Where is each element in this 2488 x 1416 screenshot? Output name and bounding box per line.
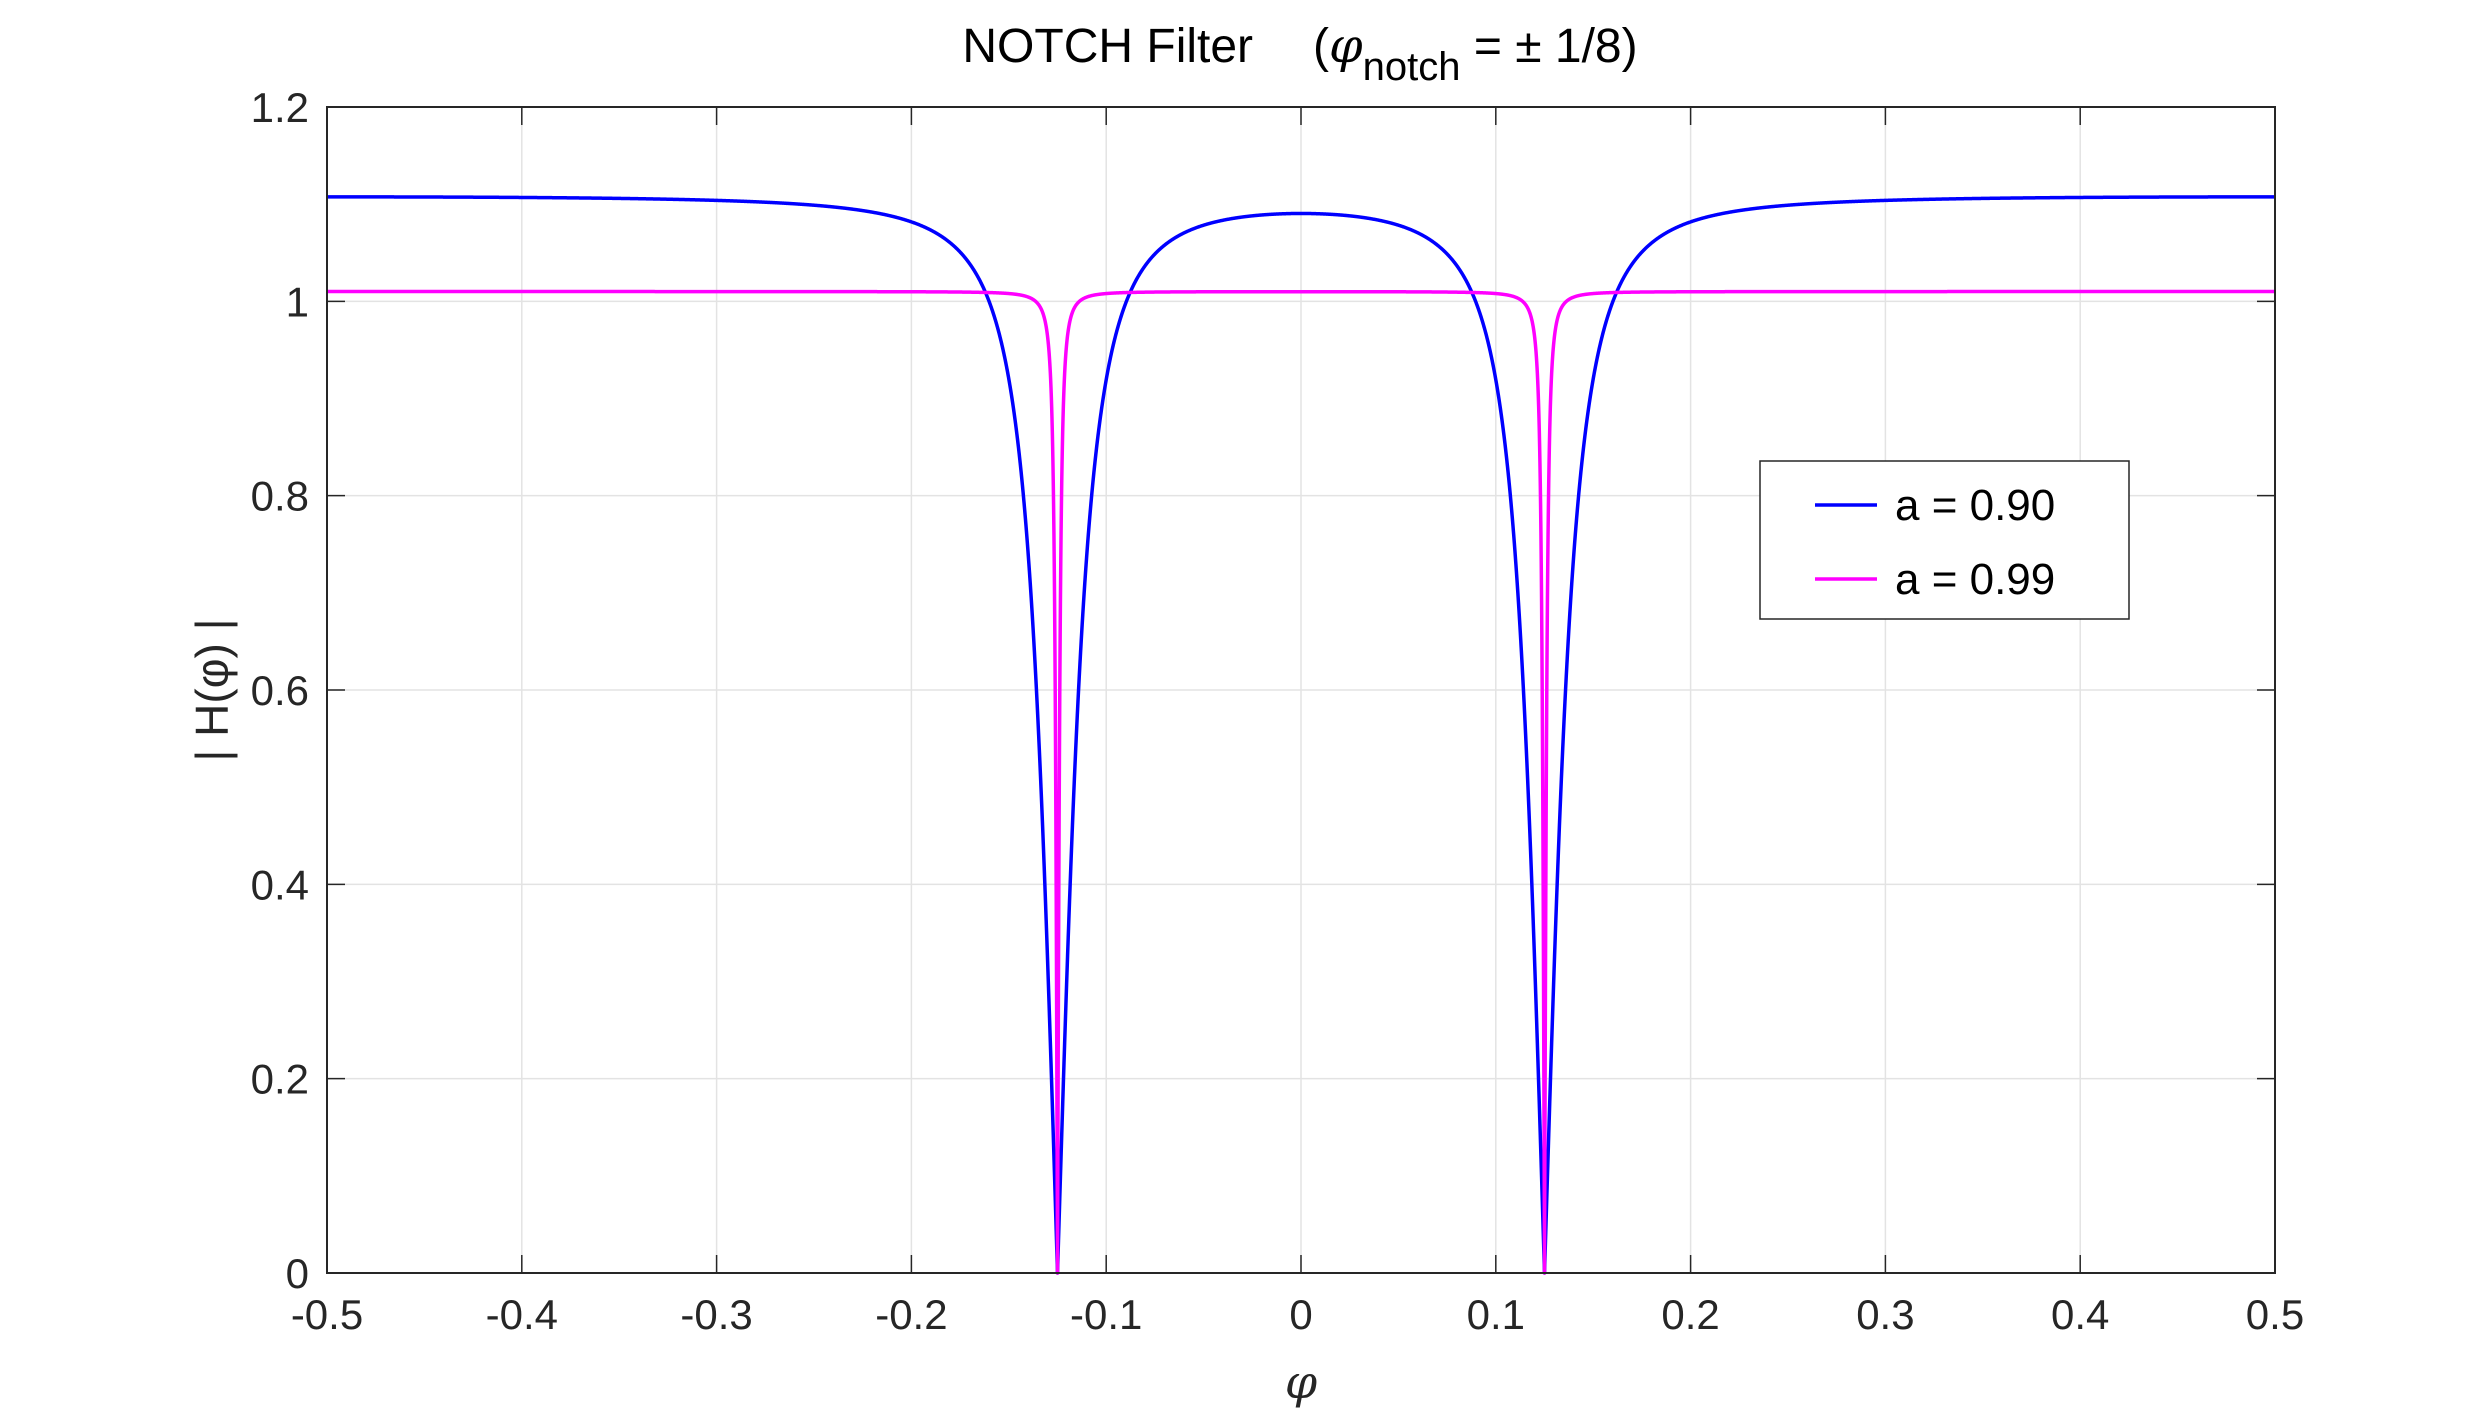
- axis-ticks: -0.5 -0.4 -0.3 -0.2 -0.1 0 0.1 0.2 0.3 0.4 0.5 0 0.2…: [251, 84, 2305, 1338]
- y-tick-label: 0: [286, 1250, 309, 1297]
- series-lines: [325, 195, 2277, 1275]
- x-tick-label: -0.3: [680, 1291, 752, 1338]
- x-tick-label: 0.5: [2246, 1291, 2304, 1338]
- legend-label-a099: a = 0.99: [1895, 555, 2055, 604]
- y-tick-label: 0.6: [251, 667, 309, 714]
- x-tick-label: 0.3: [1856, 1291, 1914, 1338]
- title-phi: φ: [1329, 18, 1363, 74]
- y-tick-label: 1: [286, 278, 309, 325]
- y-tick-label: 1.2: [251, 84, 309, 131]
- y-tick-label: 0.4: [251, 861, 309, 908]
- x-tick-label: 0.1: [1467, 1291, 1525, 1338]
- legend-label-a090: a = 0.90: [1895, 481, 2055, 530]
- legend-box: [1759, 460, 2130, 620]
- title-main: NOTCH Filter: [962, 20, 1253, 73]
- legend: a = 0.90 a = 0.99: [1759, 460, 2130, 620]
- grid-lines: [326, 106, 2276, 1274]
- x-axis-label: φ: [1285, 1355, 1318, 1409]
- x-tick-label: -0.1: [1070, 1291, 1142, 1338]
- y-axis-label: | H(φ) |: [186, 618, 238, 761]
- x-tick-label: 0.2: [1661, 1291, 1719, 1338]
- chart-title: NOTCH Filter (φnotch = ± 1/8): [962, 18, 1637, 89]
- x-tick-label: -0.4: [486, 1291, 558, 1338]
- x-tick-label: 0.4: [2051, 1291, 2109, 1338]
- title-paren: (: [1313, 20, 1329, 73]
- x-tick-label: -0.2: [875, 1291, 947, 1338]
- y-tick-label: 0.8: [251, 473, 309, 520]
- x-tick-label: 0: [1289, 1291, 1312, 1338]
- x-tick-label: -0.5: [291, 1291, 363, 1338]
- y-tick-label: 0.2: [251, 1056, 309, 1103]
- title-rest: = ± 1/8): [1461, 20, 1638, 73]
- series-line-090: [325, 195, 2277, 1275]
- title-subscript: notch: [1363, 45, 1461, 89]
- series-line-099: [325, 289, 2277, 1275]
